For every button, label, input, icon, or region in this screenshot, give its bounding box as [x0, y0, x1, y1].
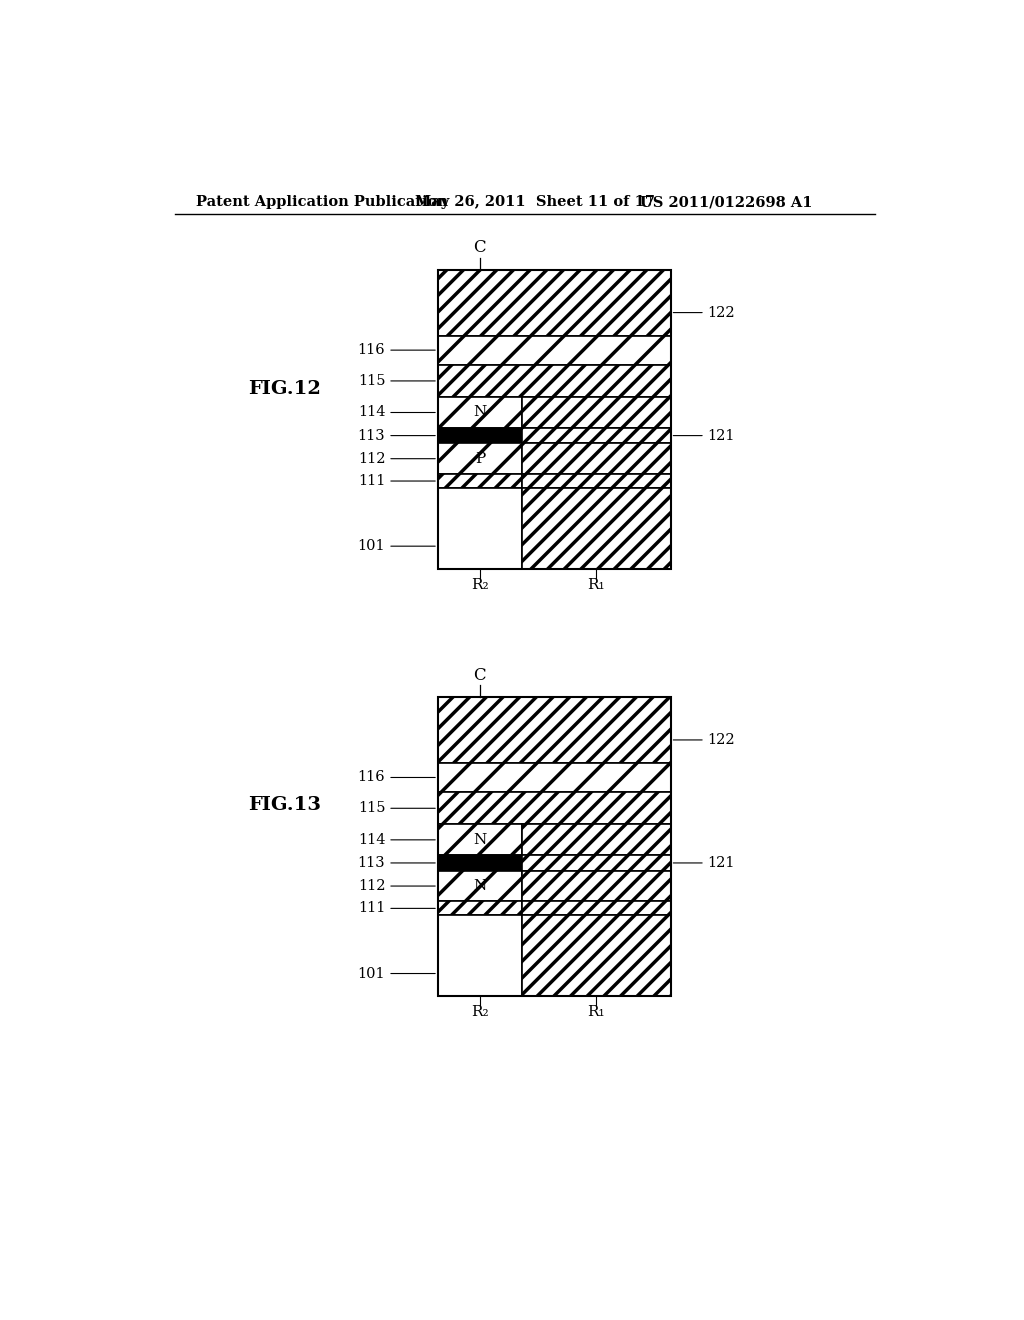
Text: 111: 111: [358, 902, 435, 915]
Text: US 2011/0122698 A1: US 2011/0122698 A1: [640, 195, 812, 210]
Text: 115: 115: [357, 374, 435, 388]
Text: R₂: R₂: [471, 1006, 488, 1019]
Bar: [521, 902, 671, 915]
Bar: [438, 444, 521, 474]
Text: N: N: [473, 879, 486, 894]
Text: May 26, 2011  Sheet 11 of 17: May 26, 2011 Sheet 11 of 17: [415, 195, 654, 210]
Bar: [438, 488, 521, 569]
Bar: [438, 855, 521, 871]
Text: 113: 113: [357, 855, 435, 870]
Bar: [521, 474, 671, 488]
Bar: [438, 915, 521, 997]
Bar: [438, 902, 521, 915]
Text: R₁: R₁: [588, 1006, 605, 1019]
Bar: [438, 397, 521, 428]
Bar: [438, 474, 521, 488]
Bar: [438, 271, 671, 569]
Text: 116: 116: [357, 771, 435, 784]
Bar: [438, 271, 671, 335]
Bar: [438, 792, 671, 825]
Bar: [521, 915, 671, 997]
Bar: [521, 397, 671, 428]
Text: R₂: R₂: [471, 578, 488, 593]
Text: 114: 114: [357, 833, 435, 847]
Bar: [521, 825, 671, 855]
Text: 112: 112: [357, 451, 435, 466]
Text: N: N: [473, 405, 486, 420]
Bar: [438, 763, 671, 792]
Text: P: P: [475, 451, 485, 466]
Text: 111: 111: [358, 474, 435, 488]
Bar: [438, 697, 671, 763]
Text: 101: 101: [357, 966, 435, 981]
Text: C: C: [473, 667, 486, 684]
Text: 112: 112: [357, 879, 435, 894]
Bar: [438, 428, 521, 444]
Bar: [521, 488, 671, 569]
Text: Patent Application Publication: Patent Application Publication: [197, 195, 449, 210]
Text: 113: 113: [357, 429, 435, 442]
Text: N: N: [473, 833, 486, 847]
Bar: [521, 871, 671, 902]
Text: R₁: R₁: [588, 578, 605, 593]
Bar: [521, 428, 671, 444]
Text: C: C: [473, 239, 486, 256]
Text: FIG.13: FIG.13: [248, 796, 322, 814]
Text: 101: 101: [357, 539, 435, 553]
Bar: [521, 444, 671, 474]
Bar: [438, 825, 521, 855]
Bar: [438, 697, 671, 997]
Bar: [438, 871, 521, 902]
Bar: [438, 335, 671, 364]
Text: 114: 114: [357, 405, 435, 420]
Bar: [521, 855, 671, 871]
Text: 115: 115: [357, 801, 435, 816]
Text: 116: 116: [357, 343, 435, 358]
Text: FIG.12: FIG.12: [248, 380, 321, 399]
Bar: [438, 364, 671, 397]
Text: 121: 121: [673, 429, 735, 442]
Text: 122: 122: [673, 306, 735, 319]
Text: 122: 122: [673, 733, 735, 747]
Text: 121: 121: [673, 855, 735, 870]
